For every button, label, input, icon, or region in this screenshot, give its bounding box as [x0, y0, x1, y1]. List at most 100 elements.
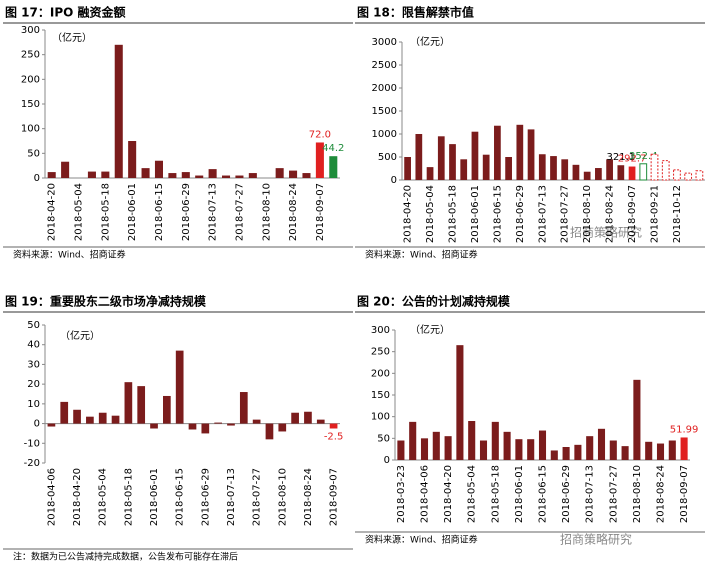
bar: [562, 447, 570, 460]
bar: [586, 436, 594, 460]
bar: [572, 164, 580, 180]
y-tick-label: 150: [21, 99, 40, 110]
x-tick-label: 2018-06-29: [515, 185, 526, 243]
y-tick-label: 40: [27, 340, 40, 351]
x-tick-label: 2018-09-21: [650, 185, 661, 243]
bar: [275, 168, 284, 178]
bar: [208, 169, 217, 178]
x-tick-label: 2018-08-10: [582, 185, 593, 243]
x-tick-label: 2018-08-24: [303, 468, 314, 526]
bar: [494, 125, 501, 180]
x-tick-label: 2018-06-01: [127, 183, 138, 241]
x-tick-label: 2018-05-04: [467, 465, 478, 523]
y-tick-label: 2500: [372, 60, 397, 71]
x-tick-label: 2018-05-18: [123, 468, 134, 526]
y-tick-label: -10: [24, 438, 40, 449]
bar: [491, 421, 499, 460]
bar: [175, 350, 184, 424]
x-tick-label: 2018-07-27: [234, 183, 245, 241]
bar: [304, 411, 312, 424]
x-tick-label: 2018-05-18: [100, 183, 111, 241]
y-tick-label: 50: [27, 320, 40, 331]
x-tick-label: 2018-06-15: [492, 185, 503, 243]
y-tick-label: 200: [21, 74, 40, 85]
x-tick-label: 2018-06-15: [154, 183, 165, 241]
source: 注：数据为已公告减持完成数据，公告发布可能存在滞后: [13, 551, 238, 563]
value-label: 72.0: [309, 129, 331, 140]
x-tick-label: 2018-07-13: [226, 468, 237, 526]
x-tick-label: 2018-07-27: [608, 465, 619, 523]
x-tick-label: 2018-05-18: [448, 185, 459, 243]
y-tick-label: 100: [371, 412, 390, 423]
y-tick-label: 150: [371, 390, 390, 401]
unit-label: （亿元）: [410, 35, 450, 48]
x-tick-label: 2018-09-07: [627, 185, 638, 243]
x-tick-label: 2018-10-12: [672, 185, 683, 243]
bar: [195, 175, 204, 178]
y-tick-label: 200: [371, 368, 390, 379]
bar: [87, 171, 96, 178]
bar: [449, 144, 456, 180]
watermark: 招商策略研究: [560, 532, 632, 547]
x-tick-label: 2018-07-13: [585, 465, 596, 523]
bar: [479, 440, 488, 460]
x-tick-label: 2018-03-23: [396, 465, 407, 523]
bar: [468, 421, 476, 460]
bar: [409, 421, 417, 460]
bar: [609, 440, 617, 460]
watermark: 招商策略研究: [570, 225, 642, 240]
source: 资料来源：Wind、招商证券: [365, 249, 478, 261]
bar: [111, 415, 120, 424]
bar: [503, 431, 511, 460]
chart-title: 图 19：重要股东二级市场净减持规模: [5, 294, 207, 309]
bar: [645, 441, 653, 460]
bar: [154, 160, 163, 178]
value-label: 51.99: [670, 424, 699, 435]
bar: [397, 440, 405, 460]
bar: [597, 428, 606, 460]
x-tick-label: 2018-07-13: [208, 183, 219, 241]
x-tick-label: 2018-06-01: [514, 465, 525, 523]
bar: [227, 423, 235, 426]
bar: [650, 153, 659, 181]
x-tick-label: 2018-06-15: [175, 468, 186, 526]
bar: [114, 44, 123, 178]
x-tick-label: 2018-06-01: [149, 468, 160, 526]
bar: [538, 430, 547, 460]
bar: [460, 159, 468, 180]
bar: [515, 439, 523, 460]
chart-title: 图 20：公告的计划减持规模: [357, 294, 511, 309]
x-tick-label: 2018-04-20: [72, 468, 83, 526]
bar: [538, 154, 546, 180]
y-tick-label: 300: [21, 25, 40, 36]
y-tick-label: 2000: [372, 83, 397, 94]
value-label: 44.2: [322, 143, 344, 154]
bar: [668, 440, 676, 460]
bar: [680, 437, 688, 460]
y-tick-label: 500: [378, 152, 397, 163]
bar: [150, 423, 158, 429]
bar: [124, 382, 133, 424]
x-tick-label: 2018-08-24: [288, 183, 299, 241]
y-tick-label: 0: [34, 419, 40, 430]
bar: [482, 154, 490, 180]
bar: [98, 412, 107, 424]
y-tick-label: 1500: [372, 106, 397, 117]
y-tick-label: 0: [384, 455, 390, 466]
bar: [684, 172, 693, 181]
bar: [248, 173, 257, 178]
bar: [426, 167, 434, 180]
x-tick-label: 2018-06-29: [181, 183, 192, 241]
bar: [201, 423, 210, 434]
bar: [695, 170, 704, 181]
bar: [633, 379, 641, 460]
x-tick-label: 2018-09-07: [679, 465, 690, 523]
source: 资料来源：Wind、招商证券: [365, 534, 478, 546]
bar: [181, 172, 190, 178]
bar: [73, 409, 81, 424]
x-tick-label: 2018-08-10: [632, 465, 643, 523]
y-tick-label: 10: [27, 399, 40, 410]
x-tick-label: 2018-07-13: [537, 185, 548, 243]
value-label: 321.1: [607, 152, 636, 163]
bar: [656, 443, 665, 460]
